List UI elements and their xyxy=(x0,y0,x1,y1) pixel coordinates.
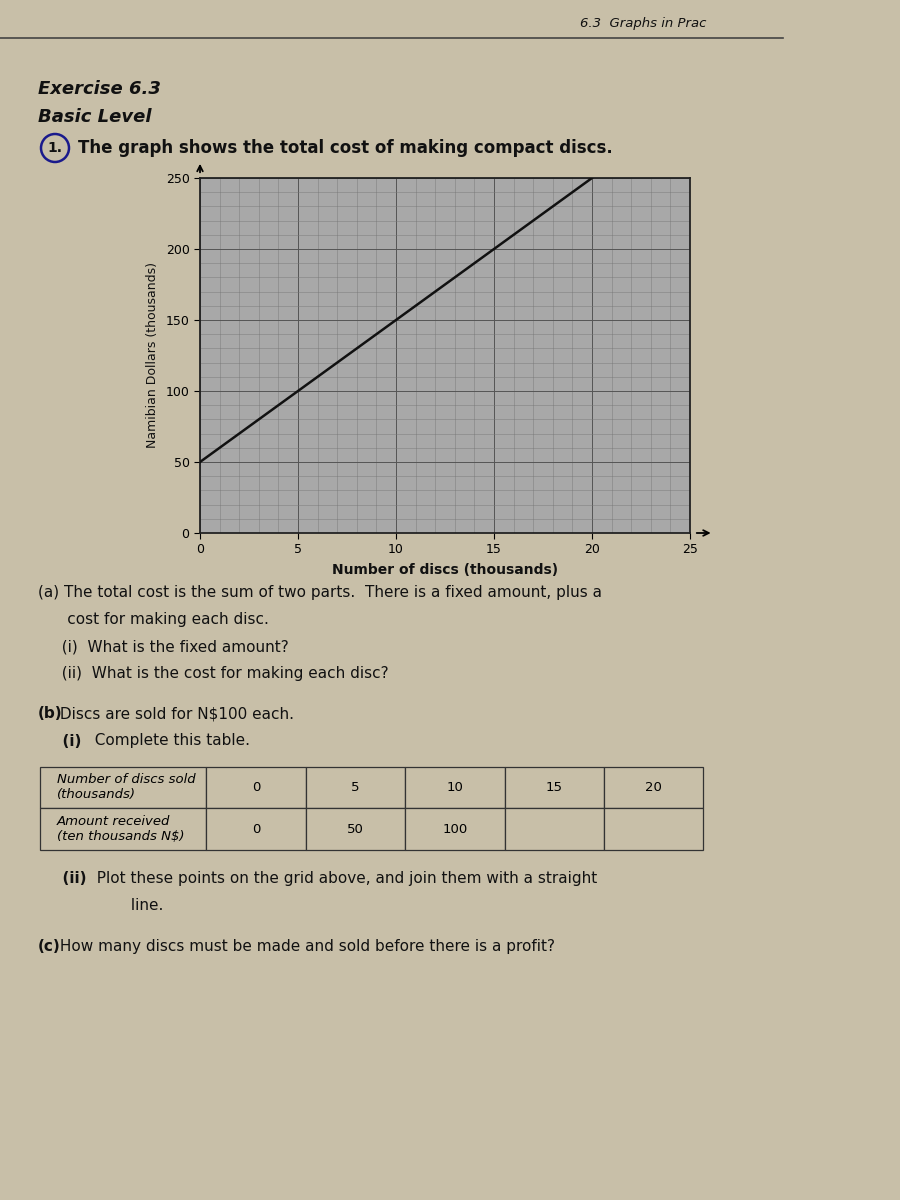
Text: Basic Level: Basic Level xyxy=(38,108,151,126)
Text: Complete this table.: Complete this table. xyxy=(85,733,250,749)
Text: Exercise 6.3: Exercise 6.3 xyxy=(38,80,161,98)
Text: (i): (i) xyxy=(52,733,81,749)
Text: cost for making each disc.: cost for making each disc. xyxy=(38,612,269,626)
Y-axis label: Namibian Dollars (thousands): Namibian Dollars (thousands) xyxy=(146,263,158,449)
Text: 6.3  Graphs in Prac: 6.3 Graphs in Prac xyxy=(580,17,706,30)
Text: (c): (c) xyxy=(38,938,61,954)
Text: Discs are sold for N$100 each.: Discs are sold for N$100 each. xyxy=(55,707,294,721)
Text: Plot these points on the grid above, and join them with a straight: Plot these points on the grid above, and… xyxy=(87,871,598,886)
X-axis label: Number of discs (thousands): Number of discs (thousands) xyxy=(332,563,558,577)
Text: line.: line. xyxy=(87,898,164,913)
Text: (a) The total cost is the sum of two parts.  There is a fixed amount, plus a: (a) The total cost is the sum of two par… xyxy=(38,584,602,600)
Text: (ii)  What is the cost for making each disc?: (ii) What is the cost for making each di… xyxy=(52,666,389,680)
Text: (b): (b) xyxy=(38,707,63,721)
Text: The graph shows the total cost of making compact discs.: The graph shows the total cost of making… xyxy=(78,139,613,157)
Text: (ii): (ii) xyxy=(52,871,86,886)
Text: (i)  What is the fixed amount?: (i) What is the fixed amount? xyxy=(52,638,289,654)
Text: How many discs must be made and sold before there is a profit?: How many discs must be made and sold bef… xyxy=(55,938,555,954)
Text: 1.: 1. xyxy=(48,140,62,155)
